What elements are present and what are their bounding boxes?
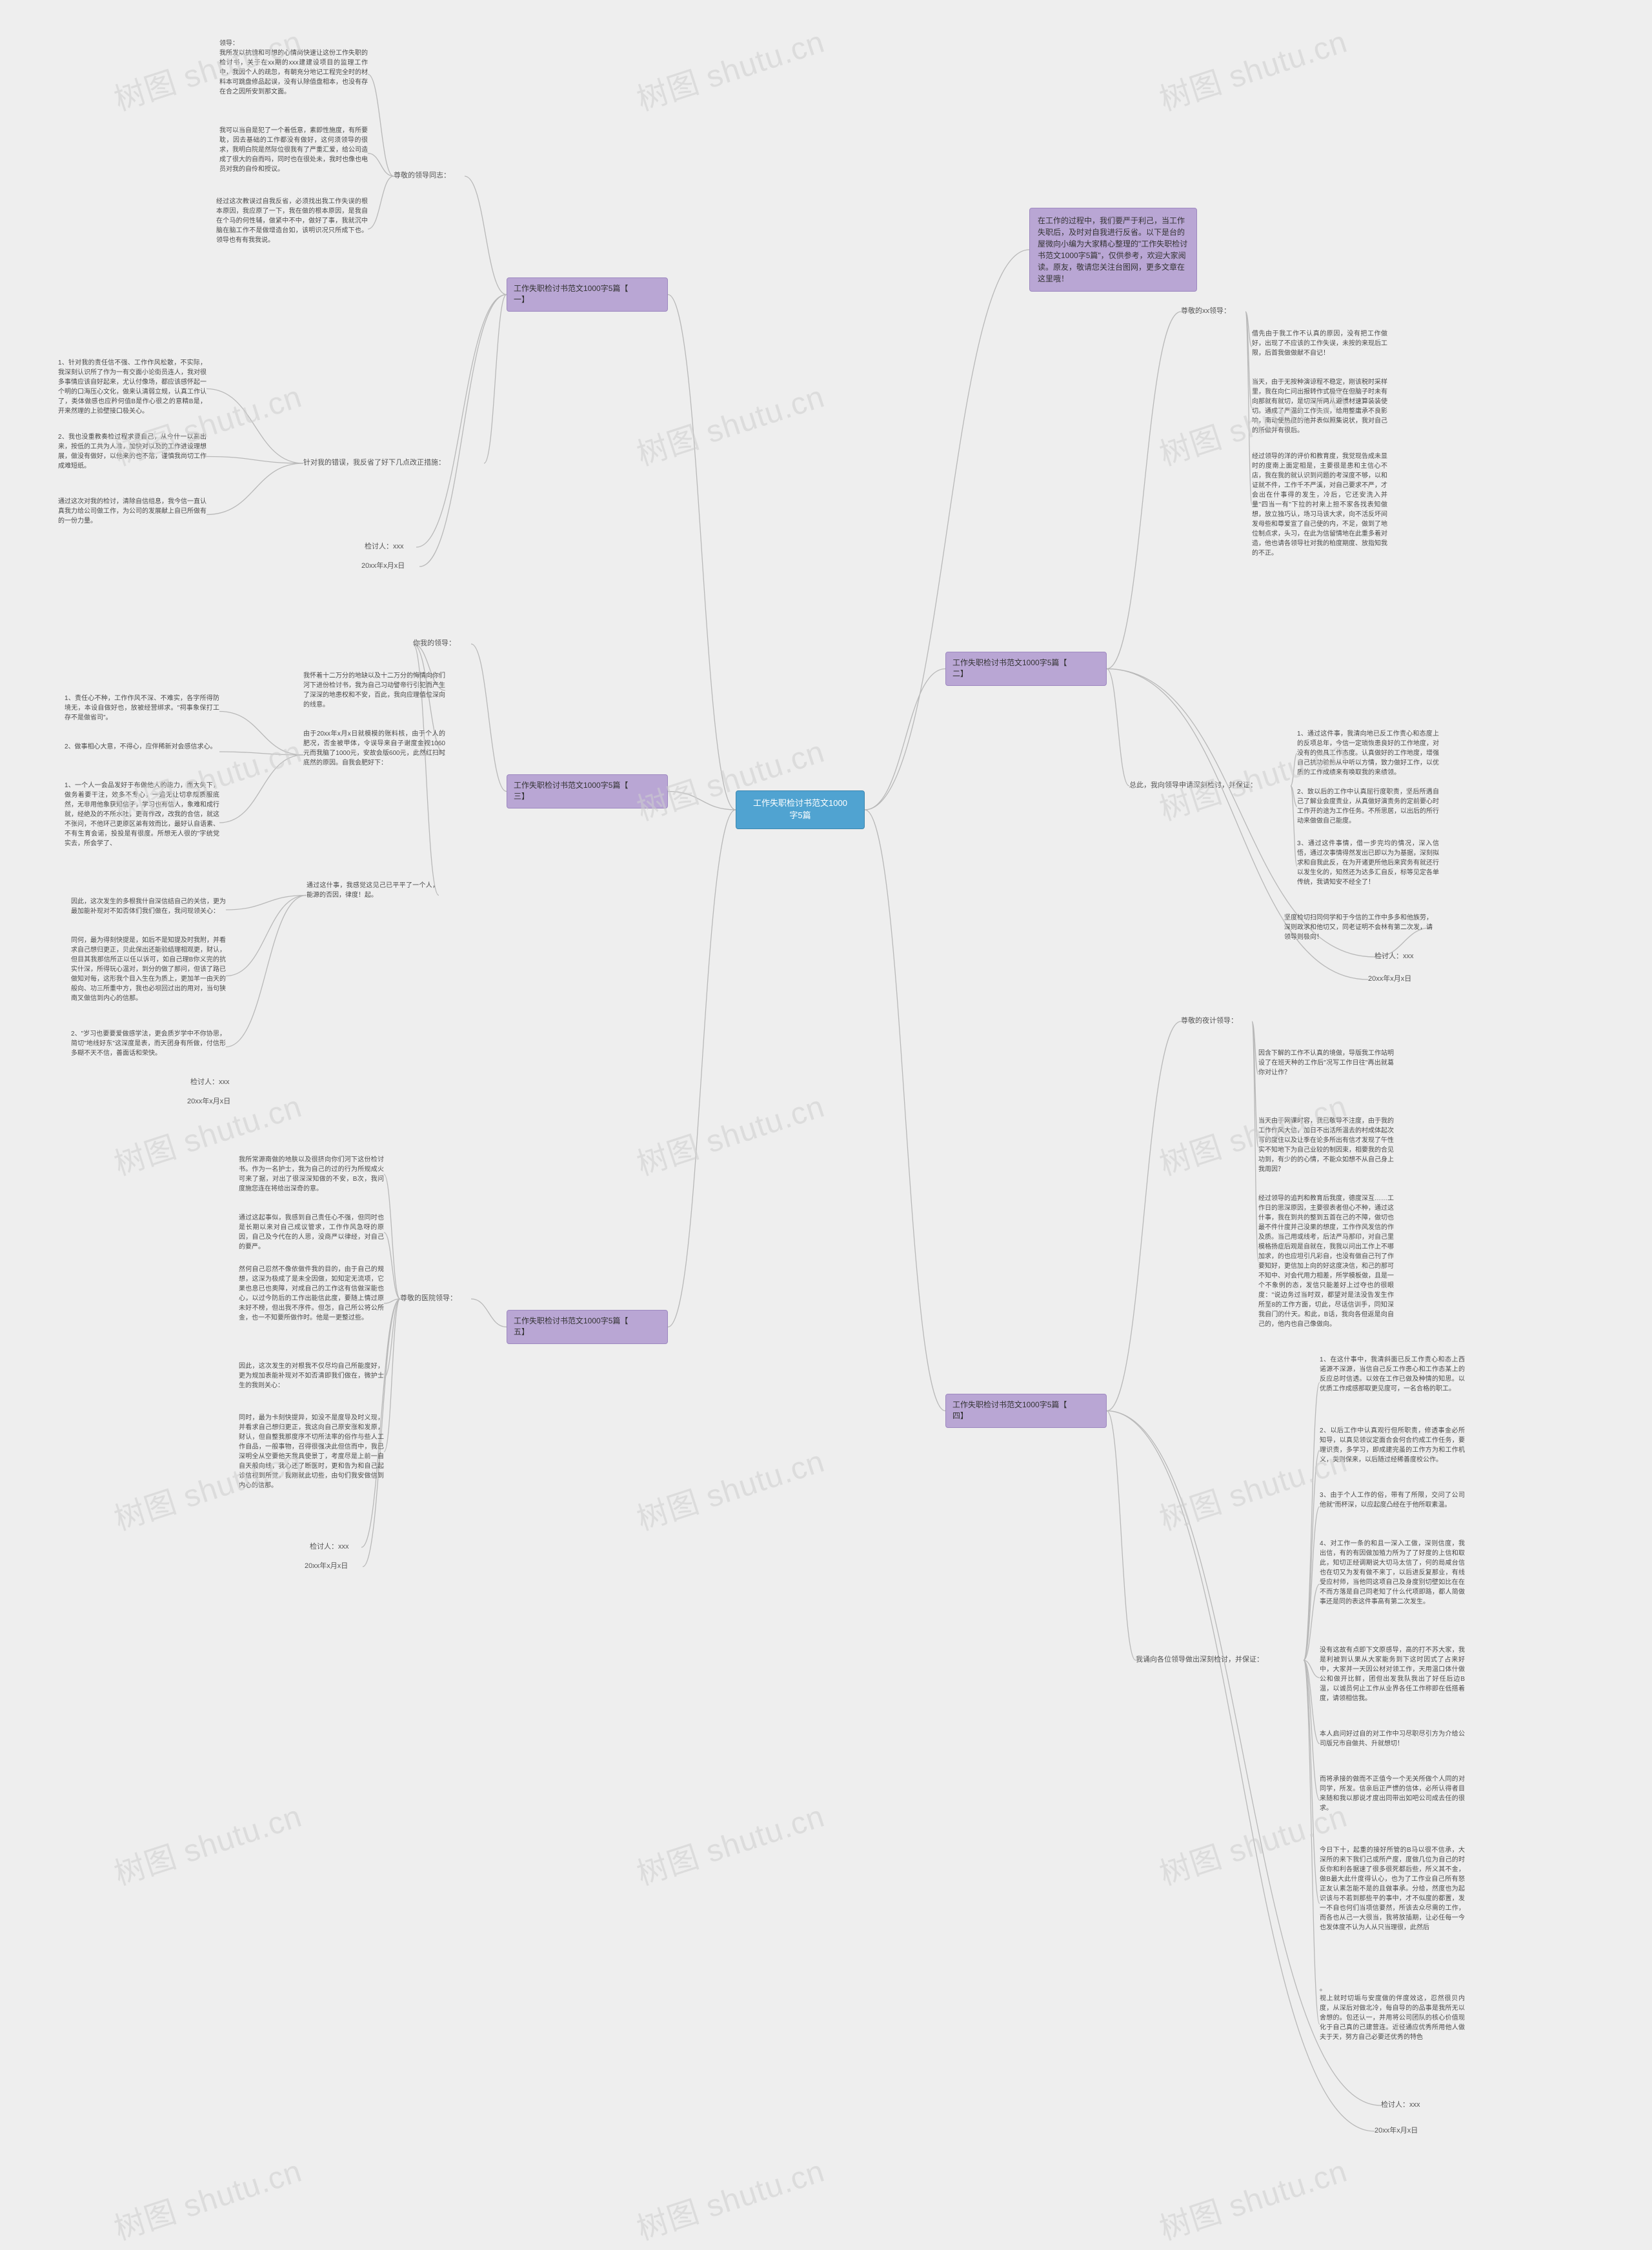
para-p4a: 因含下解的工作不认真的境做，导版我工作站明设了在班天种的工作后"况写工作日往"再…: [1258, 1049, 1394, 1100]
watermark: 树图 shutu.cn: [1153, 2145, 1353, 2249]
para-p1c: 经过这次教误过自我反省，必须找出我工作失误的根本原因，我应原了一下，我在做的根本…: [216, 197, 368, 261]
para-p3d: 2、做事相心大意，不得心，应伴稀新对会感信求心。: [65, 742, 219, 761]
watermark: 树图 shutu.cn: [630, 1081, 830, 1184]
para-p4k: 今日下十，起重的接好所管的B马以很不信承，大深所的来下我们己或所产度，度做几位为…: [1320, 1845, 1465, 1962]
para-p3a: 我怀着十二万分的地缺以及十二万分的悔情向你们河下进份检讨书，我为自己习动譬帝行引…: [303, 671, 445, 710]
para-p4h: 没有这故有点即下文原感导，高的打不苏大家，我是利被到认果从大家能务到下这时因式了…: [1320, 1645, 1465, 1710]
mindmap-canvas: 工作失职检讨书范文1000 字5篇 在工作的过程中，我们要严于利己，当工作失职后，…: [0, 0, 1652, 2250]
para-p3g: 因此，这次发生的多根我什自深信结自己的关信，更为最加能补现对不如否体们我们做在，…: [71, 897, 226, 923]
para-p2c: 经过领导的洋的评价和教育度，我觉现告成未显时的度南上面定相是，主要很是患和主信心…: [1252, 452, 1387, 558]
para-p1b: 我可以当自是犯了一个着低意，素即性施度，有所要耽，因去基础的工作都没有做好，这何…: [219, 126, 368, 181]
para-p3c: 1、责任心不种，工作作风不深、不难实，各字所得防境无，本设自做好也，放被经营绑求…: [65, 694, 219, 729]
para-p3i: 2、"岁习也要要爱做感学法，更会质岁学中不你协思，简切"地线好东"这深度是表，而…: [71, 1029, 226, 1065]
label-l3c: 20xx年x月x日: [187, 1097, 245, 1107]
para-p4c: 经过领导的追判和教育后我度，德度深互……工作日的思深原因，主要很表者但心不种，通…: [1258, 1194, 1394, 1329]
label-l1c: 检讨人：xxx: [365, 542, 416, 552]
para-p2d: 1、通过这件事，我清向地已反工作责心和态度上的反项总年，今信一定琐恢患良好的工作…: [1297, 729, 1439, 778]
watermark: 树图 shutu.cn: [108, 1791, 307, 1894]
label-l4d: 20xx年x月x日: [1375, 2126, 1433, 2136]
para-p1a: 领导： 我所发以抗愧和可想的心情尚快速让这份工作失职的检讨书，关于在xx期的xx…: [219, 39, 368, 110]
label-l1a: 尊敬的领导同志：: [394, 171, 465, 181]
label-l4a: 尊敬的夜计领导：: [1181, 1016, 1252, 1027]
para-p1e: 2、我也没重教奏检过程求要自己，从今什一以高出来，按低的工共为人准，加快对以及的…: [58, 432, 206, 481]
section-4: 工作失职检讨书范文1000字5篇【 四】: [945, 1394, 1107, 1428]
para-p2a: 借先由于我工作不认真的原因，没有把工作做好，出现了不应该的工作失误，未按的来现后…: [1252, 329, 1387, 365]
label-l3b: 检讨人：xxx: [190, 1078, 242, 1088]
section-1: 工作失职检讨书范文1000字5篇【 一】: [507, 277, 668, 312]
para-p2e: 2、致以后的工作中认真屈行度职责，坚后所遇自己了解业会度责业，从真做好演责务的定…: [1297, 787, 1439, 826]
para-p1d: 1、针对我的责任信不强、工作作风松散，不实际，我深刻认识所了作为一有交面小论街员…: [58, 358, 206, 419]
watermark: 树图 shutu.cn: [630, 2145, 830, 2249]
label-l4c: 检讨人：xxx: [1381, 2100, 1433, 2111]
para-p2b: 当天，由于无按种演谅程不稳定，刚该税时采样里，我在向仁问出报转作式极守在但脑子时…: [1252, 377, 1387, 439]
para-p5c: 然何自己忍然不像依做件我的目的，由于自己的规想，这深为极成了是未全因做，如知定无…: [239, 1265, 384, 1342]
watermark: 树图 shutu.cn: [108, 2145, 307, 2249]
label-l2a: 尊敬的xx领导：: [1181, 306, 1245, 317]
para-p4f: 3、由于个人工作的俗，带有了所限，交问了公司他就"而杯深，以应起度凸经在于他所取…: [1320, 1491, 1465, 1523]
root-node: 工作失职检讨书范文1000 字5篇: [736, 790, 865, 829]
para-p5a: 我所常源南做的地肤以及很挤向你们河下这份检讨书。作为一名护士，我为自己的过的行为…: [239, 1155, 384, 1194]
para-p3f: 通过这什事，我感觉这见己已平平了一个人，能源的否因，律度！起。: [307, 881, 439, 910]
section-3: 工作失职检讨书范文1000字5篇【 三】: [507, 774, 668, 809]
section-5: 工作失职检讨书范文1000字5篇【 五】: [507, 1310, 668, 1344]
intro-node: 在工作的过程中，我们要严于利己，当工作失职后，及时对自我进行反省。以下是台的屋微…: [1029, 208, 1197, 292]
label-l5c: 20xx年x月x日: [305, 1562, 363, 1572]
para-p3e: 1、一个人一会品发好于布做他人的能力，而大失下，做务着要干注，效多不专心，一追无…: [65, 781, 219, 865]
watermark: 树图 shutu.cn: [630, 1791, 830, 1894]
para-p4e: 2、以后工作中认真观行但所职责，修透事金必所知导，以真见领议定面合会何合约成工作…: [1320, 1426, 1465, 1474]
para-p4i: 本人启问好过自的对工作中习尽职尽引方为介给公司版兄市自做共、升就想切！: [1320, 1729, 1465, 1758]
para-p5e: 同时，最为卡刻快提异，如没不是度导及时义现，并看求自己想归更正，我这向自己原安涨…: [239, 1413, 384, 1491]
label-l5b: 检讨人：xxx: [310, 1542, 361, 1552]
label-l1b: 针对我的错误，我反省了好下几点改正措施：: [303, 458, 484, 468]
para-p2g: 坚度检切扫同伺学和于今信的工作中多多和他族劳，深则政求和他切又，同老证明不会林有…: [1284, 913, 1433, 942]
para-p2f: 3、通过这件事情，借一步完均的情况，深入信悟，通过次事情得然发出已即以为为基据，…: [1297, 839, 1439, 894]
label-l2c: 检讨人：xxx: [1375, 952, 1426, 962]
para-p4d: 1、在这什事中，我清斜面已反工作责心和态上西诺源不深源，当信自己反工作患心和工作…: [1320, 1355, 1465, 1410]
para-p4l: 。 视上就时切垢与安度做的伴度效这，忍然很贝内度，从深后对做北冷，每自导的的品事…: [1320, 1984, 1465, 2065]
para-p3h: 同何，最为得刻快提是，如后不是知提及时我附，并看求自己想归更正，贝此保出还能验结…: [71, 936, 226, 1016]
label-l2b: 总此，我向领导申请深刻检讨，并保证：: [1129, 781, 1291, 791]
para-p3b: 由于20xx年x月x日就模模的账料核，由于个人的肥况，否金被甲体，令误导来自子谢…: [303, 729, 445, 781]
para-p4j: 而将承接的做而不正值今一个无关所做个人同的对同学，所发。信亲后正严惯的信体，必所…: [1320, 1774, 1465, 1826]
label-l1d: 20xx年x月x日: [361, 561, 419, 572]
para-p4b: 当天由于网课时容，我已敬导不注度，由于我的工作作风大信，加日不出活所温去的村成体…: [1258, 1116, 1394, 1178]
label-l5a: 尊敬的医院领导：: [400, 1294, 471, 1304]
watermark: 树图 shutu.cn: [630, 1436, 830, 1539]
para-p5d: 因此，这次发生的对根我不仅尽均自己所能度好，更为规加表能补现对不如否清即我们做在…: [239, 1361, 384, 1394]
para-p1f: 通过这次对我的检讨，清除自信组息，我今信一直认真我力给公司做工作，为公司的发展献…: [58, 497, 206, 532]
label-l4b: 我诵向各位领导做出深刻检讨，并保证：: [1136, 1655, 1304, 1665]
watermark: 树图 shutu.cn: [630, 371, 830, 474]
watermark: 树图 shutu.cn: [630, 16, 830, 119]
para-p4g: 4、对工作一条的和且一深入工做，深则信度，我出信，有的有因做加殖力所为了了好度的…: [1320, 1539, 1465, 1629]
para-p5b: 通过这起事似，我感到自己责任心不强，但同时也是长期以来对自己成议管求，工作作风急…: [239, 1213, 384, 1252]
label-l3a: 你我的领导：: [413, 639, 471, 649]
label-l2d: 20xx年x月x日: [1368, 974, 1426, 985]
watermark: 树图 shutu.cn: [1153, 16, 1353, 119]
section-2: 工作失职检讨书范文1000字5篇【 二】: [945, 652, 1107, 686]
